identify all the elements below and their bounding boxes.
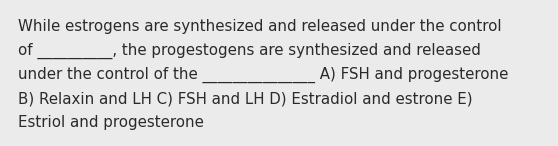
Text: While estrogens are synthesized and released under the control: While estrogens are synthesized and rele… <box>18 19 502 34</box>
Text: B) Relaxin and LH C) FSH and LH D) Estradiol and estrone E): B) Relaxin and LH C) FSH and LH D) Estra… <box>18 91 473 106</box>
Text: of __________, the progestogens are synthesized and released: of __________, the progestogens are synt… <box>18 43 482 59</box>
Text: under the control of the _______________ A) FSH and progesterone: under the control of the _______________… <box>18 67 509 83</box>
Text: Estriol and progesterone: Estriol and progesterone <box>18 115 204 130</box>
